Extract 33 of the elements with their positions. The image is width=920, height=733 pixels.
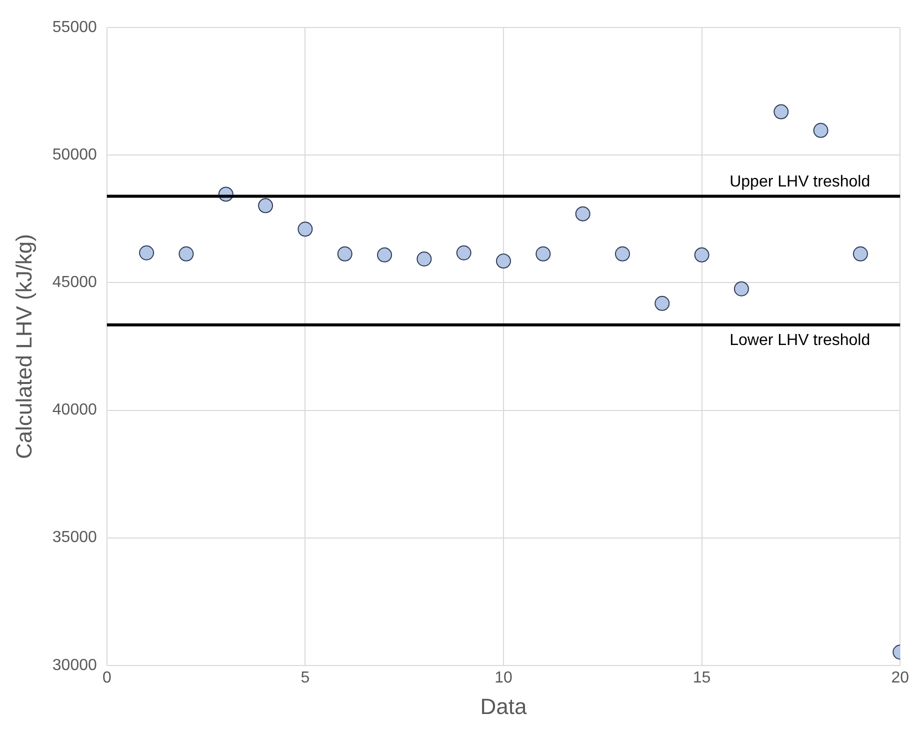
- point: [377, 247, 392, 262]
- point: [654, 296, 670, 311]
- x-tick-label: 0: [102, 669, 112, 686]
- point: [734, 281, 749, 296]
- x-tick-label: 5: [300, 669, 310, 686]
- x-tick-label: 10: [494, 669, 512, 686]
- y-tick-label: 55000: [52, 19, 97, 36]
- x-tick-label: 15: [692, 669, 711, 686]
- ref-line-label: Lower LHV treshold: [730, 332, 870, 350]
- x-tick-label: 20: [891, 669, 910, 686]
- point: [139, 245, 154, 260]
- x-axis-title: Data: [480, 694, 528, 719]
- point: [258, 198, 274, 214]
- ref-line-label: Upper LHV treshold: [730, 174, 870, 191]
- point: [774, 104, 789, 120]
- y-tick-label: 35000: [52, 529, 97, 546]
- point: [456, 245, 472, 260]
- y-tick-label: 45000: [52, 274, 97, 292]
- y-tick-label: 40000: [52, 402, 97, 419]
- y-tick-label: 30000: [52, 656, 97, 674]
- point: [575, 206, 590, 222]
- point: [496, 254, 511, 269]
- point: [178, 246, 194, 262]
- point: [298, 222, 313, 237]
- point: [337, 246, 352, 262]
- y-tick-label: 50000: [52, 146, 97, 164]
- point: [536, 246, 551, 262]
- point: [614, 246, 630, 262]
- point: [813, 122, 828, 138]
- point: [694, 247, 710, 262]
- point: [852, 246, 868, 262]
- y-axis-title: Calculated LHV (kJ/kg): [11, 234, 36, 459]
- point: [416, 251, 432, 266]
